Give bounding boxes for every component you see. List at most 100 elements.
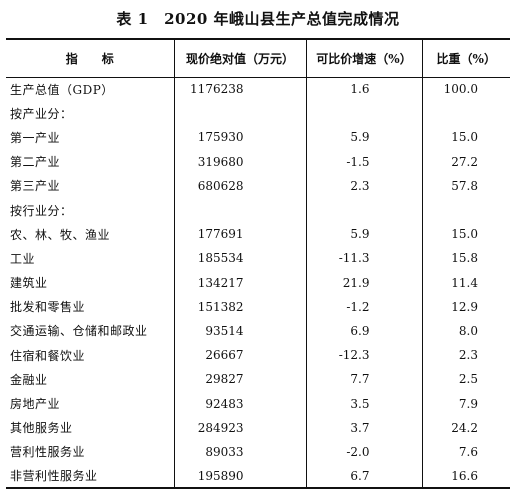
share-cell: 27.2	[421, 149, 510, 174]
absolute-value-cell: 1176238	[173, 77, 306, 102]
growth-rate-cell: 3.5	[305, 391, 422, 416]
absolute-value-cell: 93514	[173, 318, 306, 344]
absolute-value-cell: 177691	[173, 222, 306, 247]
absolute-value-cell: 29827	[173, 367, 306, 392]
row-label: 批发和零售业	[6, 295, 174, 319]
row-label: 第一产业	[6, 125, 174, 149]
row-label-text: 生产总值（GDP）	[10, 82, 114, 97]
absolute-value-cell: 134217	[173, 270, 306, 295]
row-label: 按产业分：	[6, 101, 174, 125]
row-label: 其他服务业	[6, 416, 174, 440]
absolute-value-cell: 680628	[173, 173, 306, 198]
share-cell: 8.0	[421, 318, 510, 344]
row-label-text: 工业	[10, 251, 36, 266]
table-body: 生产总值（GDP） 1176238 1.6 100.0 按产业分： 第一产业 175930 5…	[6, 77, 510, 490]
table-row: 第二产业 319680 -1.5 27.2	[6, 149, 510, 174]
row-label-text: 建筑业	[10, 276, 48, 291]
share-cell: 15.0	[421, 222, 510, 247]
share-cell: 57.8	[421, 173, 510, 198]
share-cell: 11.4	[421, 270, 510, 295]
table-row: 第一产业 175930 5.9 15.0	[6, 125, 510, 150]
absolute-value-cell: 26667	[173, 343, 306, 368]
share-cell: 2.5	[421, 367, 510, 392]
growth-rate-cell: -11.3	[305, 246, 422, 271]
row-label-text: 非营利性服务业	[10, 469, 98, 484]
share-cell: 100.0	[421, 77, 510, 102]
growth-rate-cell: 5.9	[305, 222, 422, 247]
row-label-text: 按行业分：	[10, 203, 73, 218]
table-row: 生产总值（GDP） 1176238 1.6 100.0	[6, 77, 510, 102]
row-label: 按行业分：	[6, 198, 174, 222]
row-label-text: 按产业分：	[10, 106, 73, 121]
row-label: 房地产业	[6, 391, 174, 415]
header-growth-rate: 可比价增速（%）	[305, 38, 422, 78]
growth-rate-cell: 3.7	[305, 415, 422, 440]
header-absolute-value: 现价绝对值（万元）	[173, 38, 306, 78]
growth-rate-cell: -2.0	[305, 439, 422, 464]
growth-rate-cell: -1.2	[305, 294, 422, 319]
growth-rate-cell: 6.7	[305, 464, 422, 490]
share-cell	[421, 197, 510, 223]
share-cell: 7.6	[421, 439, 510, 464]
growth-rate-cell: -12.3	[305, 343, 422, 368]
row-label: 第三产业	[6, 174, 174, 198]
share-cell: 16.6	[421, 464, 510, 490]
share-cell: 12.9	[421, 294, 510, 319]
growth-rate-cell: 21.9	[305, 270, 422, 295]
absolute-value-cell: 195890	[173, 464, 306, 490]
absolute-value-cell	[173, 101, 306, 126]
gdp-table: 指 标 现价绝对值（万元） 可比价增速（%） 比重（%） 生产总值（GDP） 11…	[6, 38, 510, 490]
absolute-value-cell: 89033	[173, 439, 306, 464]
row-label: 营利性服务业	[6, 440, 174, 464]
absolute-value-cell: 92483	[173, 391, 306, 416]
table-row: 其他服务业 284923 3.7 24.2	[6, 415, 510, 440]
table-row: 营利性服务业 89033 -2.0 7.6	[6, 439, 510, 464]
absolute-value-cell: 175930	[173, 125, 306, 150]
share-cell	[421, 101, 510, 126]
row-label-text: 农、林、牧、渔业	[10, 227, 111, 242]
table-row: 工业 185534 -11.3 15.8	[6, 246, 510, 271]
row-label-text: 第一产业	[10, 130, 61, 145]
table-row: 农、林、牧、渔业 177691 5.9 15.0	[6, 222, 510, 247]
table-row: 建筑业 134217 21.9 11.4	[6, 270, 510, 295]
table-row: 非营利性服务业 195890 6.7 16.6	[6, 464, 510, 490]
table-row: 批发和零售业 151382 -1.2 12.9	[6, 294, 510, 319]
row-label-text: 其他服务业	[10, 421, 73, 436]
absolute-value-cell: 319680	[173, 149, 306, 174]
table-row: 按行业分：	[6, 197, 510, 223]
header-share: 比重（%）	[421, 38, 510, 78]
table-row: 第三产业 680628 2.3 57.8	[6, 173, 510, 198]
share-cell: 24.2	[421, 415, 510, 440]
share-cell: 7.9	[421, 391, 510, 416]
table-header-row: 指 标 现价绝对值（万元） 可比价增速（%） 比重（%）	[6, 38, 510, 78]
table-row: 交通运输、仓储和邮政业 93514 6.9 8.0	[6, 318, 510, 344]
table-row: 房地产业 92483 3.5 7.9	[6, 391, 510, 416]
row-label: 非营利性服务业	[6, 464, 174, 490]
table-row: 金融业 29827 7.7 2.5	[6, 367, 510, 392]
row-label: 生产总值（GDP）	[6, 77, 174, 101]
row-label-text: 批发和零售业	[10, 300, 86, 315]
absolute-value-cell: 185534	[173, 246, 306, 271]
row-label-text: 住宿和餐饮业	[10, 348, 86, 363]
growth-rate-cell	[305, 101, 422, 126]
row-label-text: 营利性服务业	[10, 445, 86, 460]
row-label-text: 交通运输、仓储和邮政业	[10, 324, 148, 339]
row-label: 金融业	[6, 367, 174, 391]
row-label: 交通运输、仓储和邮政业	[6, 319, 174, 343]
row-label-text: 金融业	[10, 372, 48, 387]
row-label: 第二产业	[6, 150, 174, 174]
growth-rate-cell: 6.9	[305, 318, 422, 344]
row-label-text: 第二产业	[10, 155, 61, 170]
row-label-text: 第三产业	[10, 179, 61, 194]
row-label: 农、林、牧、渔业	[6, 222, 174, 246]
growth-rate-cell: 1.6	[305, 77, 422, 102]
row-label: 工业	[6, 246, 174, 270]
share-cell: 15.8	[421, 246, 510, 271]
share-cell: 15.0	[421, 125, 510, 150]
row-label: 建筑业	[6, 271, 174, 295]
absolute-value-cell: 284923	[173, 415, 306, 440]
row-label-text: 房地产业	[10, 397, 61, 412]
growth-rate-cell: 7.7	[305, 367, 422, 392]
growth-rate-cell: 2.3	[305, 173, 422, 198]
